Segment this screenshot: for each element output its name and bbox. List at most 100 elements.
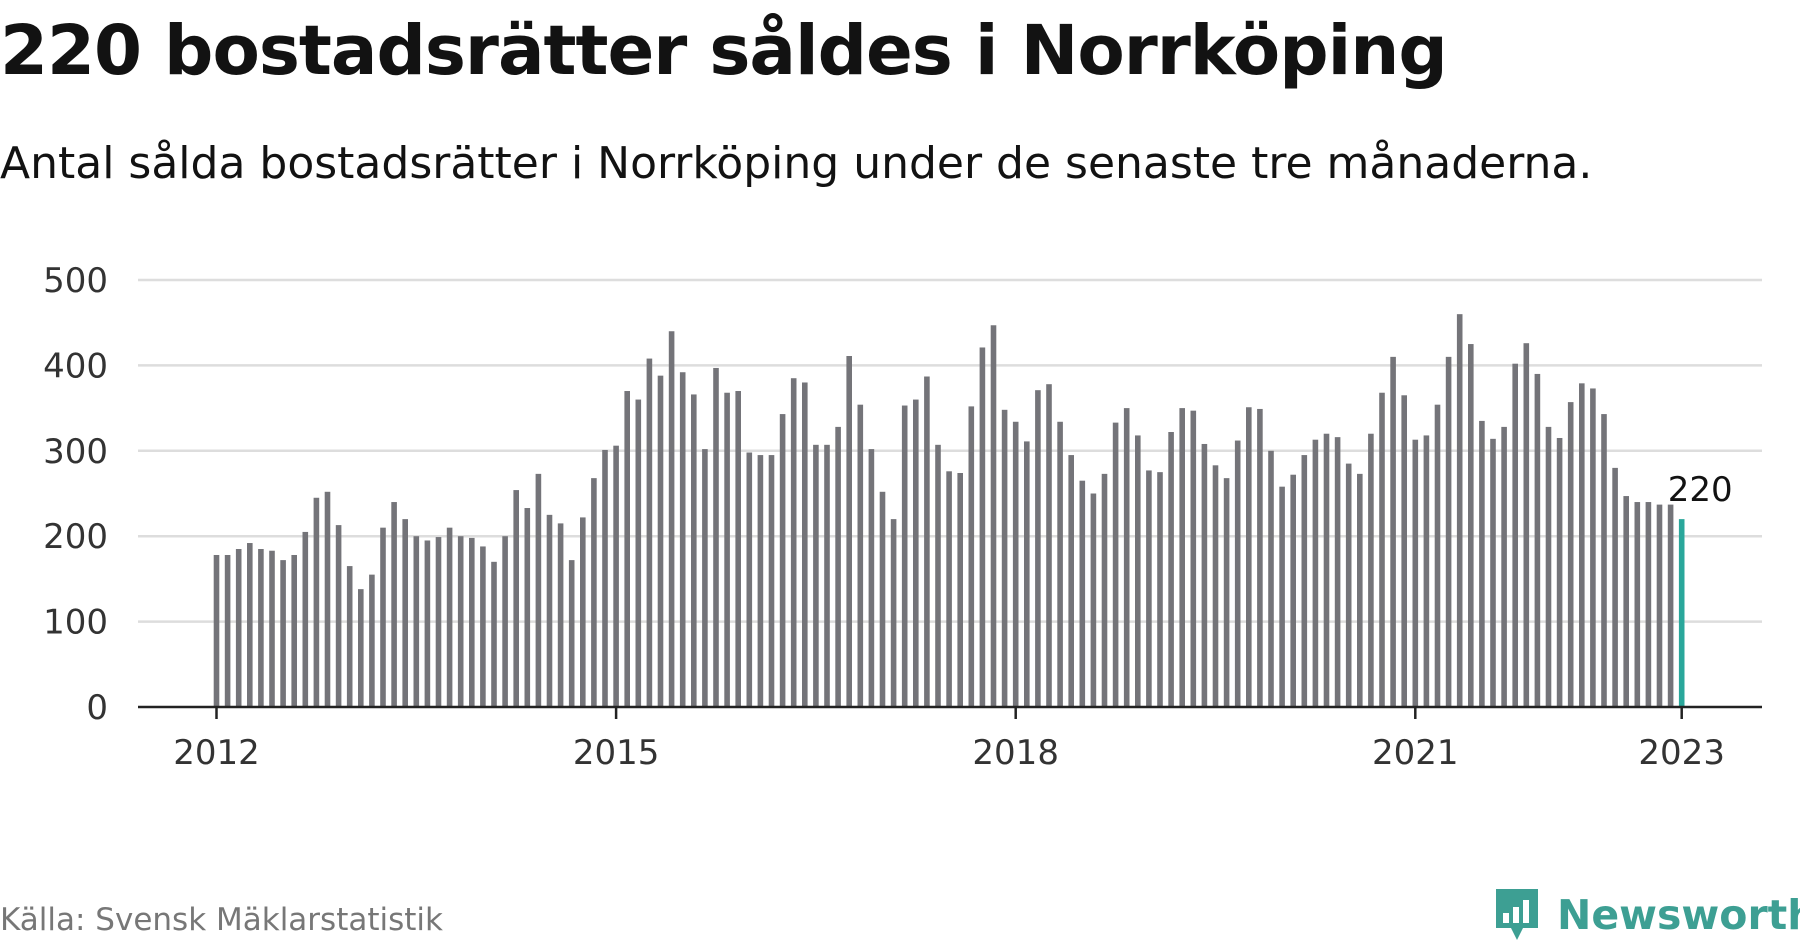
y-tick-label: 100 (43, 603, 108, 643)
bar (990, 325, 997, 707)
bar (1479, 420, 1485, 707)
bar (402, 519, 408, 707)
bar (1046, 384, 1052, 707)
bar-chart-speech-bubble-icon (1496, 889, 1538, 940)
bar (491, 561, 497, 707)
bar (235, 549, 242, 707)
brand[interactable]: Newsworthy (1493, 886, 1800, 944)
bar (1024, 441, 1030, 707)
bar (1345, 463, 1352, 707)
bar (790, 378, 797, 707)
bar (724, 392, 730, 707)
labels: 0 100 200 300 400 500 2012 2015 2018 2021 2023 220 (43, 261, 1736, 773)
bar (802, 382, 808, 707)
bar (957, 473, 963, 707)
bar-highlight (1678, 519, 1685, 707)
bar (247, 543, 253, 707)
bar (1379, 392, 1385, 707)
bar (779, 414, 786, 707)
bar (1012, 421, 1019, 707)
chart-subtitle: Antal sålda bostadsrätter i Norrköping u… (0, 138, 1593, 189)
bar (1401, 395, 1407, 707)
y-tick-label: 500 (43, 261, 108, 301)
bar (1190, 410, 1197, 707)
bar (768, 455, 775, 707)
bar (302, 531, 309, 707)
bar (624, 391, 630, 707)
bar (657, 375, 664, 707)
bar (879, 491, 886, 707)
bar (1090, 493, 1097, 707)
bar (735, 391, 741, 707)
bar (757, 455, 764, 707)
bar (924, 376, 930, 707)
bar (1257, 408, 1263, 707)
bar (324, 491, 331, 707)
bars (213, 314, 1685, 707)
bar (1412, 439, 1419, 707)
bar (1434, 404, 1441, 707)
x-tick-label: 2018 (972, 733, 1059, 773)
bar (1101, 473, 1108, 707)
bar (457, 536, 464, 707)
bar (824, 444, 830, 707)
y-tick-label: 400 (43, 346, 108, 386)
bar (524, 508, 531, 707)
bar (1423, 435, 1430, 707)
bar (346, 566, 353, 707)
bar (1634, 502, 1641, 707)
value-annotation: 220 (1668, 470, 1733, 510)
bar (591, 478, 597, 707)
bar (1212, 465, 1219, 707)
bar (1556, 437, 1563, 707)
bar (1268, 450, 1274, 707)
bar (513, 490, 519, 707)
bar (1357, 473, 1363, 707)
bar (1334, 437, 1341, 707)
bar (391, 502, 397, 707)
axes (138, 705, 1762, 719)
bar (713, 367, 719, 707)
bar (1079, 480, 1086, 707)
bar (668, 331, 675, 707)
y-tick-label: 0 (86, 688, 108, 728)
bar (646, 358, 653, 707)
bar (835, 426, 841, 707)
bar (1590, 388, 1596, 707)
bar (213, 554, 220, 707)
bar (1323, 433, 1330, 707)
bar (868, 449, 875, 707)
bar (979, 347, 986, 707)
bar (1057, 421, 1063, 707)
bar (1445, 356, 1452, 707)
bar (435, 537, 442, 707)
bar (313, 497, 320, 707)
x-tick-label: 2015 (573, 733, 660, 773)
bar (1656, 504, 1663, 707)
bar (1534, 373, 1541, 707)
bar (846, 356, 852, 707)
bar (890, 519, 897, 707)
bar (568, 560, 575, 707)
bar (613, 445, 619, 707)
bar (1567, 402, 1574, 707)
bar (1468, 344, 1474, 707)
x-tick-label: 2012 (173, 733, 260, 773)
bar (1523, 343, 1530, 707)
bar (557, 523, 564, 707)
bar (702, 449, 708, 707)
bar (1112, 422, 1119, 707)
bar (857, 404, 864, 707)
bar (1579, 383, 1585, 707)
bar (1135, 435, 1141, 707)
y-tick-label: 300 (43, 432, 108, 472)
bar (935, 444, 941, 707)
bar (1312, 439, 1319, 707)
bar (480, 546, 486, 707)
bar (1290, 474, 1296, 707)
source-note: Källa: Svensk Mäklarstatistik (0, 902, 443, 938)
bar (1068, 455, 1074, 707)
bar (546, 514, 553, 707)
bar (224, 554, 231, 707)
bar (1512, 363, 1518, 707)
